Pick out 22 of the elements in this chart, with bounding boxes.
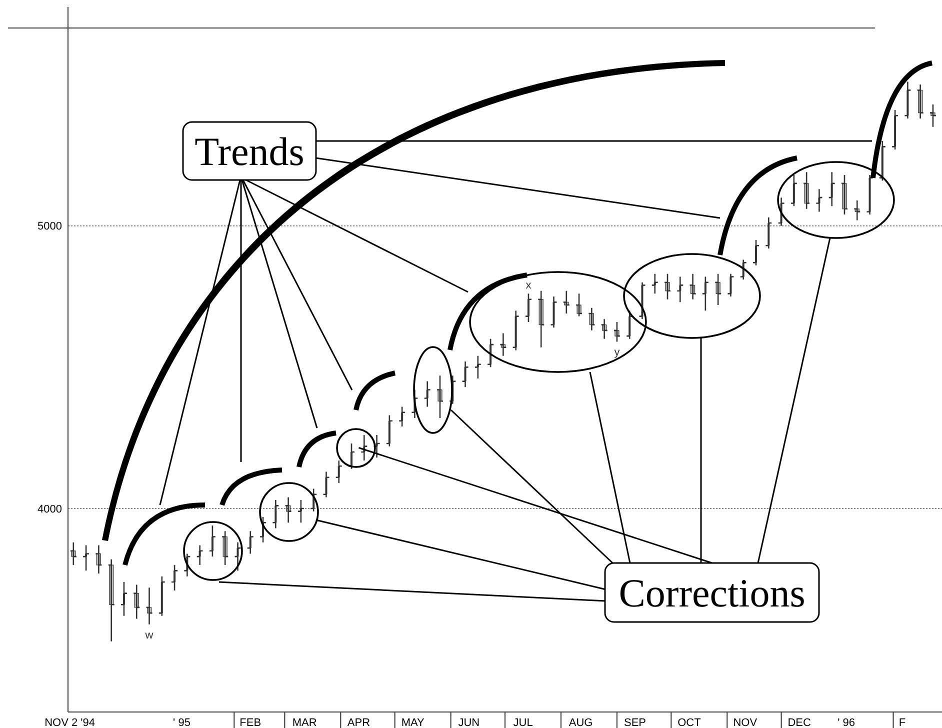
x-tick-label: NOV 2 '94	[44, 717, 96, 728]
x-tick-label: DEC	[788, 717, 812, 728]
x-tick-label: F	[898, 717, 906, 728]
annotation: y	[614, 346, 620, 359]
x-tick-label: OCT	[678, 717, 702, 728]
x-tick-label: JUL	[513, 717, 533, 728]
x-tick-label: MAY	[401, 717, 426, 728]
x-tick-label: SEP	[624, 717, 646, 728]
x-tick-label: NOV	[733, 717, 758, 728]
x-tick-label: APR	[347, 717, 370, 728]
x-tick-label: FEB	[240, 717, 262, 728]
annotation: x	[526, 280, 532, 292]
x-tick-label: ' 96	[838, 717, 855, 728]
x-tick-label: MAR	[292, 717, 317, 728]
x-tick-label: AUG	[568, 717, 593, 728]
annotation: Corrections	[618, 570, 806, 616]
annotation: w	[144, 629, 154, 642]
x-tick-label: ' 95	[173, 717, 190, 728]
y-tick-label: 4000	[38, 503, 62, 516]
x-tick-label: JUN	[458, 717, 480, 728]
annotation: Trends	[194, 129, 304, 174]
y-tick-label: 5000	[38, 220, 62, 233]
